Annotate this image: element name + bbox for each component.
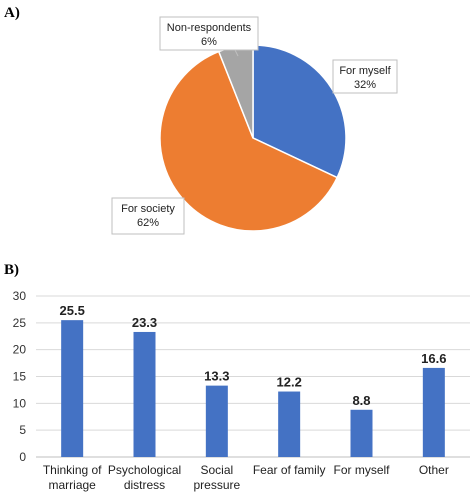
bar-other: [422, 367, 445, 457]
bar-for-myself: [350, 409, 373, 457]
bar-value-label: 12.2: [277, 375, 302, 390]
y-tick-label: 0: [19, 450, 26, 464]
pie-slice-percent: 62%: [137, 217, 159, 229]
bar-value-label: 13.3: [204, 369, 229, 384]
pie-slice-percent: 6%: [201, 36, 217, 48]
bar-social-pressure: [205, 385, 228, 457]
pie-slice-for-myself: [252, 44, 347, 179]
bar-value-label: 23.3: [132, 315, 157, 330]
pie-label-for-society: For society 62%: [111, 197, 185, 235]
bar-fear-of-family: [278, 391, 301, 457]
pie-label-box: [111, 197, 185, 235]
bar-value-label: 8.8: [352, 393, 370, 408]
pie-label-box: [159, 16, 259, 51]
y-tick-label: 20: [13, 343, 27, 357]
y-tick-label: 30: [13, 289, 27, 303]
x-category-label: For myself: [333, 463, 390, 477]
pie-leader-line: [234, 49, 239, 57]
bar-chart: 0 5 10 15 20 25 30 25.5 Thinking of marriage 23.3 P…: [13, 289, 470, 492]
bar-value-label: 25.5: [60, 303, 85, 318]
pie-label-non-respondents: Non-respondents 6%: [159, 16, 259, 51]
bar-psychological-distress: [133, 331, 156, 457]
x-category-label: Social pressure: [193, 463, 240, 492]
pie-chart: For myself 32% For society 62% Non-responden…: [111, 16, 398, 235]
pie-label-for-myself: For myself 32%: [332, 59, 398, 94]
y-tick-label: 10: [13, 396, 27, 410]
pie-slice-for-society: [159, 50, 339, 232]
y-tick-label: 15: [13, 370, 27, 384]
panel-a-label: A): [4, 5, 20, 21]
x-category-label: Other: [419, 463, 449, 477]
panel-b-label: B): [4, 262, 19, 278]
pie-slice-name: For society: [121, 203, 175, 215]
pie-label-box: [332, 59, 398, 94]
pie-slice-percent: 32%: [354, 79, 376, 91]
y-tick-label: 5: [19, 423, 26, 437]
bar-thinking-of-marriage: [61, 320, 84, 457]
pie-slice-name: For myself: [339, 65, 391, 77]
pie-slice-name: Non-respondents: [167, 22, 252, 34]
x-category-label: Fear of family: [253, 463, 326, 477]
y-tick-label: 25: [13, 316, 27, 330]
x-category-label: Psychological distress: [108, 463, 181, 492]
x-category-label: Thinking of marriage: [43, 463, 102, 492]
bar-value-label: 16.6: [421, 351, 446, 366]
